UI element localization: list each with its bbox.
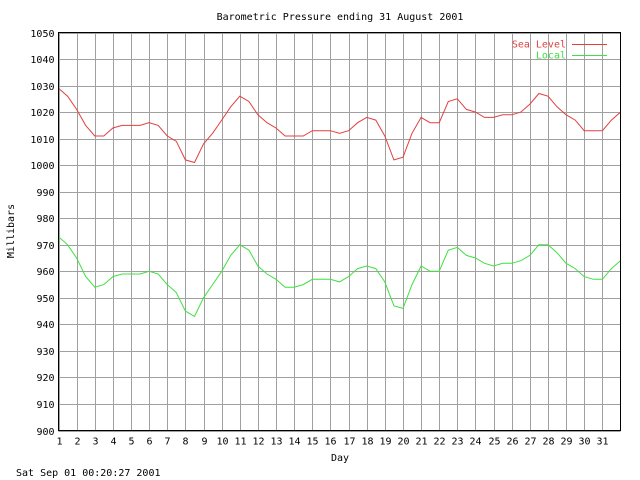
x-tick-label: 4 [110, 437, 116, 448]
timestamp: Sat Sep 01 00:20:27 2001 [16, 468, 161, 479]
x-tick-label: 26 [506, 437, 518, 448]
x-tick-label: 6 [146, 437, 152, 448]
y-tick-label: 1030 [30, 82, 54, 93]
x-tick-label: 15 [306, 437, 318, 448]
x-tick-label: 5 [128, 437, 134, 448]
y-tick-label: 900 [36, 427, 54, 438]
y-tick-label: 980 [36, 214, 54, 225]
x-tick-label: 25 [488, 437, 500, 448]
x-axis-label: Day [331, 453, 349, 464]
chart-title: Barometric Pressure ending 31 August 200… [217, 12, 464, 23]
x-tick-label: 28 [542, 437, 554, 448]
y-tick-label: 930 [36, 347, 54, 358]
y-tick-label: 970 [36, 241, 54, 252]
y-axis-label: Millibars [6, 204, 17, 258]
x-tick-label: 22 [433, 437, 445, 448]
x-tick-label: 8 [182, 437, 188, 448]
series-line-sea-level [58, 87, 621, 164]
x-tick-label: 11 [234, 437, 246, 448]
x-tick-label: 31 [596, 437, 608, 448]
x-tick-label: 13 [270, 437, 282, 448]
y-tick-label: 920 [36, 373, 54, 384]
x-tick-label: 29 [560, 437, 572, 448]
x-tick-label: 20 [397, 437, 409, 448]
x-tick-label: 14 [288, 437, 300, 448]
x-tick-label: 3 [92, 437, 98, 448]
x-tick-label: 7 [164, 437, 170, 448]
y-tick-label: 1050 [30, 29, 54, 40]
x-tick-label: 9 [201, 437, 207, 448]
x-tick-label: 21 [415, 437, 427, 448]
y-tick-labels: 900 910 920 930 940 950 960 970 980 990 1000 1010 10… [30, 29, 54, 438]
y-tick-label: 1000 [30, 161, 54, 172]
series-lines [58, 87, 621, 318]
x-tick-label: 12 [252, 437, 264, 448]
x-tick-label: 18 [361, 437, 373, 448]
x-tick-label: 10 [216, 437, 228, 448]
x-tick-label: 24 [469, 437, 481, 448]
y-tick-label: 960 [36, 267, 54, 278]
y-tick-label: 1010 [30, 135, 54, 146]
y-tick-label: 1020 [30, 108, 54, 119]
x-tick-label: 17 [343, 437, 355, 448]
x-tick-label: 2 [74, 437, 80, 448]
x-tick-label: 30 [578, 437, 590, 448]
x-tick-label: 23 [451, 437, 463, 448]
x-tick-labels: 1 2 3 4 5 6 7 8 9 10 11 12 13 14 15 16 17 18 19 20 21 22 23 24 2… [56, 437, 608, 448]
y-tick-label: 950 [36, 294, 54, 305]
y-tick-label: 910 [36, 400, 54, 411]
legend-label: Sea Level [512, 40, 566, 51]
series-line-local [58, 236, 621, 318]
y-tick-label: 940 [36, 320, 54, 331]
grid [58, 32, 621, 432]
x-tick-label: 27 [524, 437, 536, 448]
x-tick-label: 16 [324, 437, 336, 448]
y-tick-label: 990 [36, 188, 54, 199]
x-tick-label: 1 [56, 437, 62, 448]
legend-label: Local [536, 51, 566, 62]
y-tick-label: 1040 [30, 55, 54, 66]
plot-frame [58, 32, 621, 431]
x-tick-label: 19 [379, 437, 391, 448]
